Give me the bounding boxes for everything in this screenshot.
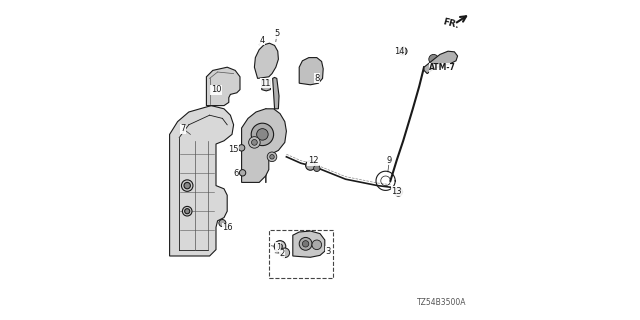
Circle shape <box>270 155 275 159</box>
Circle shape <box>251 123 274 146</box>
Circle shape <box>182 206 192 216</box>
Circle shape <box>248 137 260 148</box>
Circle shape <box>314 165 320 172</box>
Circle shape <box>278 244 283 249</box>
Polygon shape <box>273 77 279 109</box>
Circle shape <box>182 180 193 191</box>
Text: 4: 4 <box>259 36 264 44</box>
Text: ATM-7: ATM-7 <box>429 63 456 72</box>
Text: 9: 9 <box>387 156 392 164</box>
Text: 8: 8 <box>314 74 319 83</box>
Circle shape <box>399 47 407 55</box>
Circle shape <box>184 182 191 189</box>
Text: 16: 16 <box>223 223 233 232</box>
Text: 1: 1 <box>276 243 281 252</box>
Circle shape <box>303 241 309 247</box>
Polygon shape <box>292 231 325 257</box>
Text: TZ54B3500A: TZ54B3500A <box>417 298 467 307</box>
Text: 2: 2 <box>279 249 284 258</box>
Text: 6: 6 <box>233 169 239 178</box>
Circle shape <box>275 241 285 252</box>
Text: 15: 15 <box>228 145 239 154</box>
Text: 13: 13 <box>392 187 402 196</box>
Text: 14: 14 <box>394 47 404 56</box>
Circle shape <box>441 54 449 61</box>
Circle shape <box>238 145 244 151</box>
Text: 3: 3 <box>326 247 331 256</box>
Text: 11: 11 <box>260 79 271 88</box>
Circle shape <box>394 188 403 196</box>
Circle shape <box>268 152 277 162</box>
Circle shape <box>305 161 315 170</box>
Circle shape <box>239 170 246 176</box>
Circle shape <box>219 220 226 227</box>
Polygon shape <box>262 79 270 91</box>
Polygon shape <box>300 58 323 85</box>
Polygon shape <box>254 43 278 78</box>
Circle shape <box>300 237 312 250</box>
Circle shape <box>257 129 268 140</box>
Text: FR.: FR. <box>442 18 460 30</box>
Text: 5: 5 <box>274 29 280 38</box>
Circle shape <box>429 54 438 64</box>
Circle shape <box>450 54 456 60</box>
Polygon shape <box>242 109 287 182</box>
Polygon shape <box>206 67 240 106</box>
Circle shape <box>184 209 189 214</box>
Polygon shape <box>170 106 234 256</box>
Polygon shape <box>424 51 458 74</box>
Bar <box>269 230 333 278</box>
Text: 7: 7 <box>180 124 186 133</box>
Circle shape <box>252 140 257 145</box>
Text: 12: 12 <box>308 156 318 165</box>
Circle shape <box>312 240 322 250</box>
Text: 10: 10 <box>211 85 221 94</box>
Circle shape <box>280 248 290 258</box>
